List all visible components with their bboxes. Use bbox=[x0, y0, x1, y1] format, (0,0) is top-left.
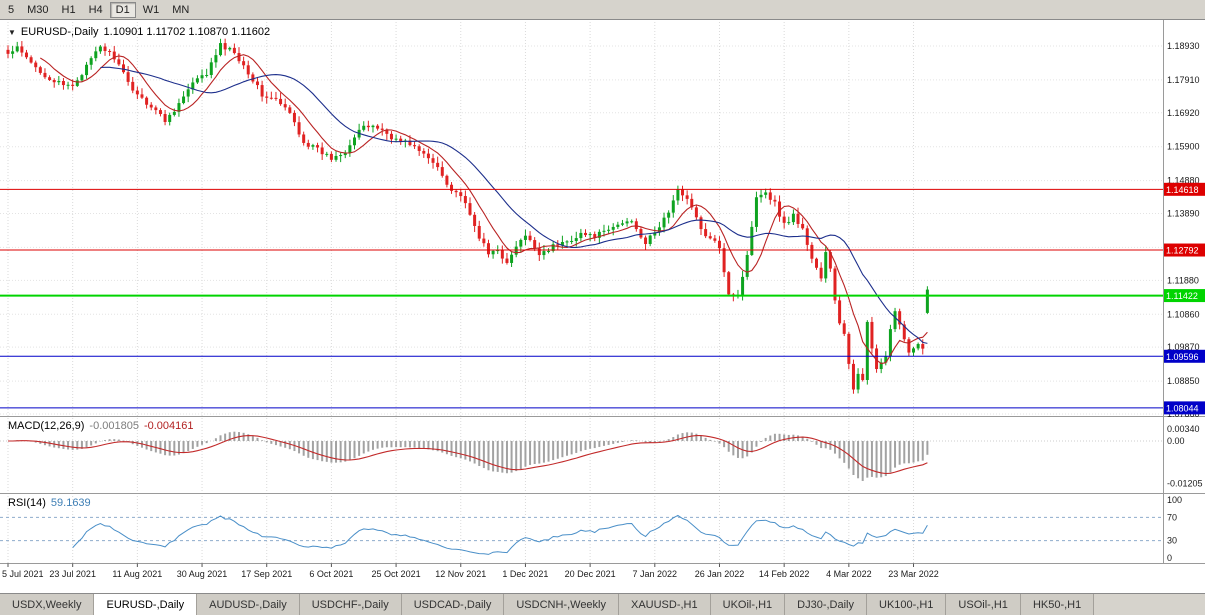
symbol-tab[interactable]: HK50-,H1 bbox=[1020, 594, 1095, 615]
symbol-tab[interactable]: AUDUSD-,Daily bbox=[197, 594, 300, 615]
svg-text:4 Mar 2022: 4 Mar 2022 bbox=[826, 569, 872, 579]
svg-text:30: 30 bbox=[1167, 536, 1177, 546]
svg-text:1.08850: 1.08850 bbox=[1167, 376, 1200, 386]
svg-text:1.08044: 1.08044 bbox=[1166, 403, 1199, 413]
macd-indicator-name: MACD(12,26,9) bbox=[8, 420, 85, 432]
period-button-5[interactable]: 5 bbox=[8, 3, 15, 16]
svg-text:1.10860: 1.10860 bbox=[1167, 309, 1200, 319]
svg-text:1.14618: 1.14618 bbox=[1166, 185, 1199, 195]
svg-text:1.14880: 1.14880 bbox=[1167, 176, 1200, 186]
svg-text:0.00: 0.00 bbox=[1167, 436, 1185, 446]
svg-text:1.16920: 1.16920 bbox=[1167, 108, 1200, 118]
symbol-tab[interactable]: USDCNH-,Weekly bbox=[504, 594, 619, 615]
svg-text:1.18930: 1.18930 bbox=[1167, 41, 1200, 51]
svg-text:1.09596: 1.09596 bbox=[1166, 352, 1199, 362]
symbol-tab[interactable]: XAUUSD-,H1 bbox=[619, 594, 711, 615]
svg-text:17 Sep 2021: 17 Sep 2021 bbox=[241, 569, 292, 579]
svg-text:14 Feb 2022: 14 Feb 2022 bbox=[759, 569, 810, 579]
svg-text:26 Jan 2022: 26 Jan 2022 bbox=[695, 569, 745, 579]
period-button-h4[interactable]: H4 bbox=[88, 3, 103, 16]
svg-text:23 Jul 2021: 23 Jul 2021 bbox=[49, 569, 96, 579]
chart-background bbox=[0, 20, 1205, 593]
chart-symbol-label: EURUSD-,Daily bbox=[20, 26, 99, 38]
grid-layer bbox=[0, 22, 1163, 563]
chart-window: 1.18930 1.17910 1.16920 1.15900 1.14880 1.138… bbox=[0, 20, 1205, 593]
period-button-w1[interactable]: W1 bbox=[142, 3, 160, 16]
symbol-dropdown-icon[interactable]: ▼ bbox=[8, 27, 16, 37]
svg-text:1.13890: 1.13890 bbox=[1167, 209, 1200, 219]
svg-text:-0.01205: -0.01205 bbox=[1167, 479, 1203, 489]
period-button-d1[interactable]: D1 bbox=[109, 1, 136, 18]
price-tag bbox=[1164, 401, 1205, 415]
timeframe-toolbar: 5 M30 H1 H4 D1 W1 MN bbox=[0, 0, 1205, 20]
macd-main-value: -0.001805 bbox=[89, 420, 139, 432]
symbol-tab[interactable]: UKOil-,H1 bbox=[710, 594, 786, 615]
price-tag bbox=[1164, 243, 1205, 257]
svg-text:6 Oct 2021: 6 Oct 2021 bbox=[309, 569, 353, 579]
chart-title: ▼ EURUSD-,Daily 1.10901 1.11702 1.10870 … bbox=[8, 26, 270, 38]
symbol-tab[interactable]: DJ30-,Daily bbox=[785, 594, 867, 615]
svg-text:12 Nov 2021: 12 Nov 2021 bbox=[435, 569, 486, 579]
moving-average-lines bbox=[40, 54, 928, 365]
macd-signal-value: -0.004161 bbox=[143, 420, 194, 432]
rsi-value: 59.1639 bbox=[50, 497, 91, 509]
macd-panel-label: MACD(12,26,9) -0.001805 -0.004161 bbox=[8, 420, 194, 432]
symbol-tabs: USDX,Weekly EURUSD-,Daily AUDUSD-,Daily USD… bbox=[0, 593, 1205, 615]
svg-text:1.12792: 1.12792 bbox=[1166, 246, 1199, 256]
svg-text:1.09870: 1.09870 bbox=[1167, 342, 1200, 352]
svg-text:11 Aug 2021: 11 Aug 2021 bbox=[112, 569, 162, 579]
svg-text:0: 0 bbox=[1167, 553, 1172, 563]
symbol-tab[interactable]: USDCAD-,Daily bbox=[401, 594, 505, 615]
svg-text:0.00340: 0.00340 bbox=[1167, 424, 1200, 434]
symbol-tab[interactable]: EURUSD-,Daily bbox=[94, 594, 198, 615]
candles-layer bbox=[6, 38, 929, 394]
svg-text:23 Mar 2022: 23 Mar 2022 bbox=[888, 569, 939, 579]
svg-text:1.11880: 1.11880 bbox=[1167, 275, 1199, 285]
price-chart-canvas[interactable]: 1.18930 1.17910 1.16920 1.15900 1.14880 1.138… bbox=[0, 20, 1205, 593]
period-button-m30[interactable]: M30 bbox=[27, 3, 49, 16]
rsi-line bbox=[72, 514, 928, 555]
svg-text:100: 100 bbox=[1167, 495, 1182, 505]
period-button-h1[interactable]: H1 bbox=[61, 3, 76, 16]
svg-text:25 Oct 2021: 25 Oct 2021 bbox=[372, 569, 421, 579]
price-tag bbox=[1164, 289, 1205, 303]
horizontal-level-lines[interactable]: 1.14618 1.12792 1.11422 1.09596 1.08044 bbox=[0, 182, 1205, 415]
svg-text:70: 70 bbox=[1167, 512, 1177, 522]
svg-text:1 Dec 2021: 1 Dec 2021 bbox=[502, 569, 548, 579]
price-tag bbox=[1164, 182, 1205, 196]
svg-text:1.15900: 1.15900 bbox=[1167, 142, 1200, 152]
svg-text:1.11422: 1.11422 bbox=[1166, 291, 1198, 301]
symbol-tab[interactable]: USDX,Weekly bbox=[0, 594, 95, 615]
rsi-indicator-name: RSI(14) bbox=[8, 497, 46, 509]
macd-histogram bbox=[16, 431, 929, 481]
symbol-tab[interactable]: USOil-,H1 bbox=[946, 594, 1021, 615]
svg-text:7 Jan 2022: 7 Jan 2022 bbox=[633, 569, 678, 579]
svg-text:30 Aug 2021: 30 Aug 2021 bbox=[177, 569, 228, 579]
svg-text:1.17910: 1.17910 bbox=[1167, 75, 1200, 85]
time-axis[interactable]: 5 Jul 2021 23 Jul 2021 11 Aug 2021 30 Aug 2… bbox=[2, 563, 939, 580]
chart-ohlc-values: 1.10901 1.11702 1.10870 1.11602 bbox=[103, 26, 271, 38]
svg-text:20 Dec 2021: 20 Dec 2021 bbox=[565, 569, 616, 579]
symbol-tab[interactable]: UK100-,H1 bbox=[867, 594, 947, 615]
rsi-panel-label: RSI(14) 59.1639 bbox=[8, 497, 91, 509]
svg-text:5 Jul 2021: 5 Jul 2021 bbox=[2, 569, 44, 579]
macd-signal-line bbox=[8, 435, 928, 475]
price-tag bbox=[1164, 349, 1205, 363]
symbol-tab[interactable]: USDCHF-,Daily bbox=[299, 594, 402, 615]
period-button-mn[interactable]: MN bbox=[172, 3, 190, 16]
